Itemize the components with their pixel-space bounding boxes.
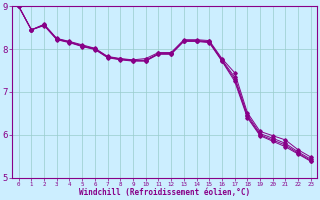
X-axis label: Windchill (Refroidissement éolien,°C): Windchill (Refroidissement éolien,°C) — [79, 188, 250, 197]
